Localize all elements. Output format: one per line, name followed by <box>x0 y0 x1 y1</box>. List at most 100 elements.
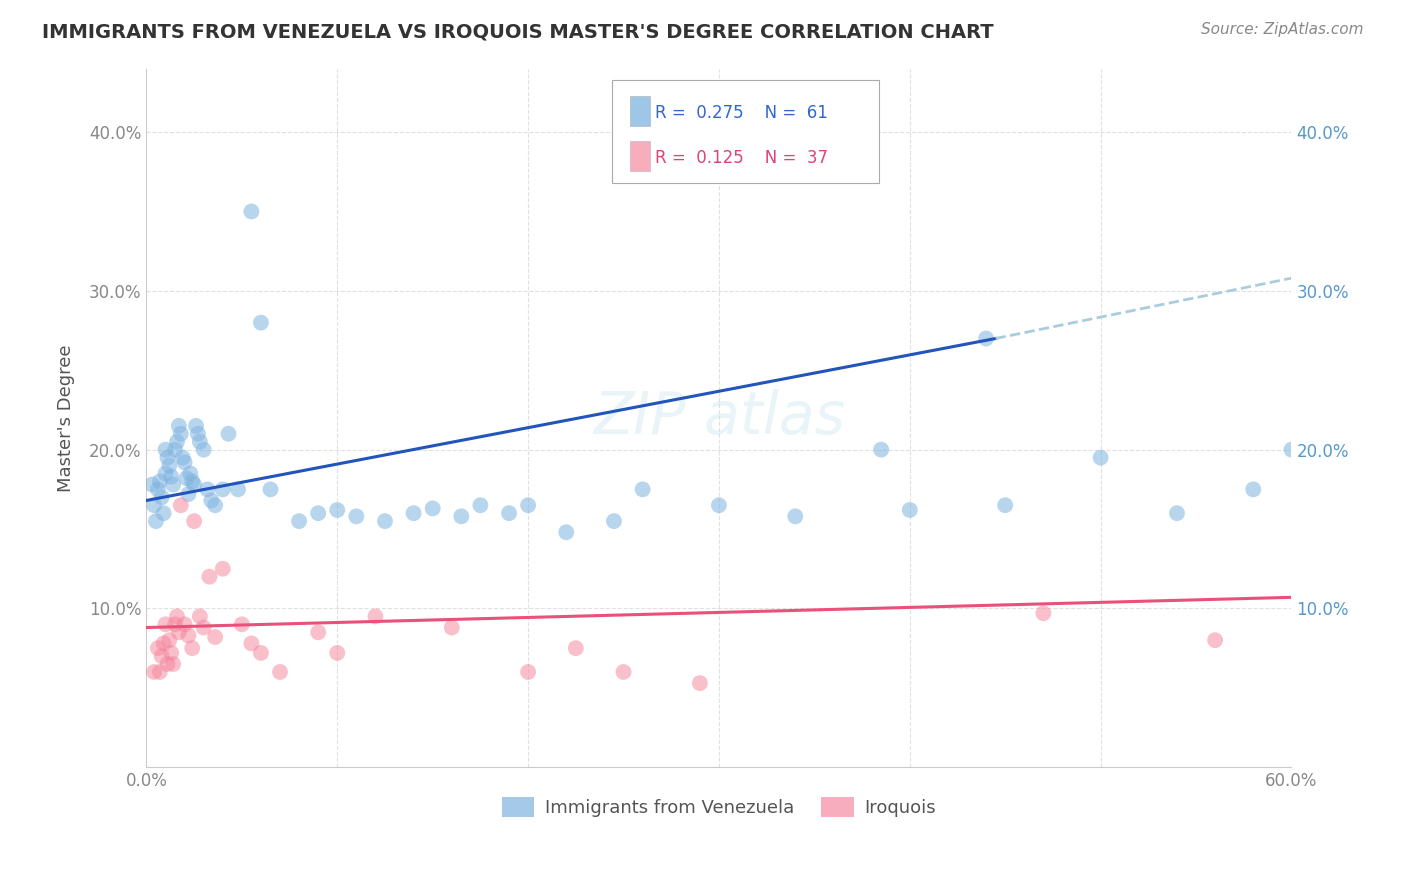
Point <box>326 503 349 517</box>
Point <box>994 498 1017 512</box>
Point <box>167 418 190 433</box>
Point <box>200 493 222 508</box>
Point <box>898 503 921 517</box>
Point <box>160 646 183 660</box>
Point <box>603 514 626 528</box>
Text: R =  0.275    N =  61: R = 0.275 N = 61 <box>655 103 828 122</box>
Point <box>250 316 273 330</box>
Point <box>149 475 172 489</box>
Point <box>517 665 540 679</box>
Point <box>198 570 221 584</box>
Point <box>450 509 472 524</box>
Point <box>565 641 588 656</box>
Point <box>152 636 174 650</box>
Point <box>145 514 167 528</box>
Legend: Immigrants from Venezuela, Iroquois: Immigrants from Venezuela, Iroquois <box>495 789 943 824</box>
Point <box>193 442 215 457</box>
Point <box>184 418 207 433</box>
Point <box>470 498 492 512</box>
Point <box>165 442 187 457</box>
Point <box>364 609 387 624</box>
Point <box>211 562 233 576</box>
Point <box>183 514 205 528</box>
Point <box>440 620 463 634</box>
Point <box>187 426 209 441</box>
Point <box>193 620 215 634</box>
Point <box>374 514 396 528</box>
Point <box>160 469 183 483</box>
Point <box>162 657 184 671</box>
Point <box>188 434 211 449</box>
Point <box>177 628 200 642</box>
Point <box>231 617 253 632</box>
Point <box>143 665 166 679</box>
Point <box>152 506 174 520</box>
Point <box>612 665 634 679</box>
Point <box>150 491 173 505</box>
Point <box>1281 442 1303 457</box>
Point <box>218 426 240 441</box>
Point <box>149 665 172 679</box>
Y-axis label: Master's Degree: Master's Degree <box>58 344 75 491</box>
Point <box>204 498 226 512</box>
Text: Source: ZipAtlas.com: Source: ZipAtlas.com <box>1201 22 1364 37</box>
Point <box>155 442 177 457</box>
Point <box>183 477 205 491</box>
Point <box>172 450 194 465</box>
Point <box>240 204 263 219</box>
Point <box>197 483 219 497</box>
Point <box>176 471 198 485</box>
Point <box>307 506 329 520</box>
Point <box>156 450 179 465</box>
Point <box>143 498 166 512</box>
Point <box>204 630 226 644</box>
Point <box>155 467 177 481</box>
Point <box>157 458 180 473</box>
Point <box>173 617 195 632</box>
Point <box>402 506 425 520</box>
Text: ZIP atlas: ZIP atlas <box>593 390 845 446</box>
Point <box>707 498 730 512</box>
Point <box>1090 450 1112 465</box>
Point <box>269 665 291 679</box>
Point <box>170 426 193 441</box>
Text: R =  0.125    N =  37: R = 0.125 N = 37 <box>655 149 828 167</box>
Point <box>307 625 329 640</box>
Point <box>785 509 807 524</box>
Point <box>181 641 204 656</box>
Point <box>498 506 520 520</box>
Point <box>156 657 179 671</box>
Point <box>157 633 180 648</box>
Point <box>1032 606 1054 620</box>
Point <box>226 483 249 497</box>
Point <box>555 525 578 540</box>
Point <box>146 641 169 656</box>
Point <box>1166 506 1188 520</box>
Point <box>1204 633 1226 648</box>
Point <box>181 475 204 489</box>
Point <box>162 477 184 491</box>
Point <box>173 455 195 469</box>
Point <box>166 434 188 449</box>
Point <box>631 483 654 497</box>
Point <box>170 498 193 512</box>
Point <box>141 477 163 491</box>
Point <box>517 498 540 512</box>
Point <box>165 617 187 632</box>
Point <box>870 442 893 457</box>
Point <box>250 646 273 660</box>
Point <box>344 509 367 524</box>
Point <box>188 609 211 624</box>
Point <box>179 467 201 481</box>
Point <box>177 487 200 501</box>
Point <box>259 483 281 497</box>
Point <box>155 617 177 632</box>
Point <box>167 625 190 640</box>
Text: IMMIGRANTS FROM VENEZUELA VS IROQUOIS MASTER'S DEGREE CORRELATION CHART: IMMIGRANTS FROM VENEZUELA VS IROQUOIS MA… <box>42 22 994 41</box>
Point <box>166 609 188 624</box>
Point <box>422 501 444 516</box>
Point <box>211 483 233 497</box>
Point <box>689 676 711 690</box>
Point <box>150 649 173 664</box>
Point <box>1241 483 1264 497</box>
